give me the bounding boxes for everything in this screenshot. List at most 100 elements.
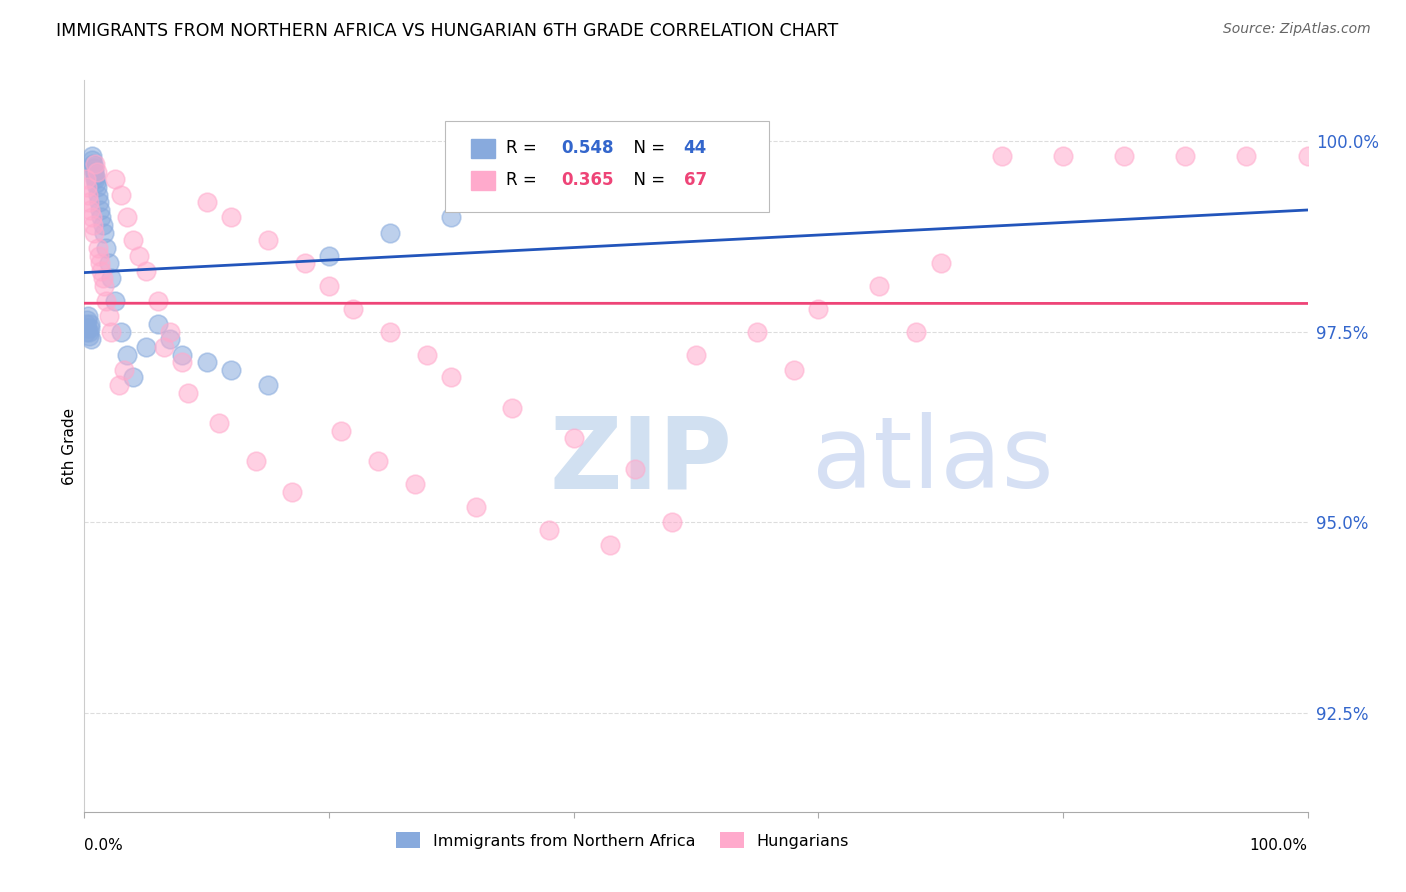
Point [79, 321, 101, 335]
Point [135, 340, 157, 354]
Text: 0.0%: 0.0% [84, 838, 124, 854]
Point [75, 317, 97, 331]
Point [219, 211, 242, 225]
Point [96, 241, 118, 255]
Point [75, 172, 97, 186]
Text: N =: N = [623, 139, 669, 157]
Point [294, 256, 316, 270]
Text: atlas: atlas [813, 412, 1054, 509]
Text: 67: 67 [683, 171, 707, 189]
Point [80, 149, 103, 163]
Text: R =: R = [506, 171, 543, 189]
Text: 100.0%: 100.0% [1250, 838, 1308, 854]
Point [929, 256, 952, 270]
Point [464, 500, 486, 514]
Point [76, 321, 98, 335]
FancyBboxPatch shape [446, 120, 769, 212]
Point [87, 187, 110, 202]
Point [440, 211, 463, 225]
Y-axis label: 6th Grade: 6th Grade [62, 408, 77, 484]
Point [77, 195, 100, 210]
Point [219, 363, 242, 377]
Point [115, 347, 138, 361]
Point [122, 233, 145, 247]
Point [93, 279, 115, 293]
Point [330, 424, 353, 438]
Point [905, 325, 928, 339]
Point [245, 454, 267, 468]
Point [91, 218, 114, 232]
Point [318, 248, 340, 262]
Point [76, 180, 98, 194]
Text: R =: R = [506, 139, 543, 157]
Point [159, 325, 181, 339]
Point [599, 538, 621, 552]
Text: ZIP: ZIP [550, 412, 733, 509]
Point [100, 325, 122, 339]
Point [93, 226, 115, 240]
Legend: Immigrants from Northern Africa, Hungarians: Immigrants from Northern Africa, Hungari… [389, 826, 855, 855]
Point [146, 317, 169, 331]
Point [1114, 149, 1136, 163]
Point [77, 310, 100, 324]
Point [77, 187, 100, 202]
Point [84, 172, 107, 186]
Point [538, 523, 561, 537]
Point [110, 187, 132, 202]
Point [97, 310, 120, 324]
Point [107, 378, 129, 392]
Point [257, 233, 280, 247]
Point [807, 301, 830, 316]
Point [1174, 149, 1197, 163]
Point [177, 385, 200, 400]
Point [76, 313, 98, 327]
Point [562, 431, 585, 445]
Text: 0.365: 0.365 [561, 171, 614, 189]
Point [86, 164, 108, 178]
FancyBboxPatch shape [471, 171, 495, 190]
Point [77, 325, 100, 339]
Point [380, 226, 402, 240]
Point [84, 157, 107, 171]
Point [91, 271, 114, 285]
Point [104, 294, 127, 309]
Point [90, 264, 112, 278]
Point [1052, 149, 1074, 163]
Point [869, 279, 891, 293]
Point [97, 256, 120, 270]
Point [440, 370, 463, 384]
Point [172, 347, 194, 361]
Point [84, 176, 107, 190]
Point [502, 195, 524, 210]
Point [89, 202, 111, 217]
Point [257, 378, 280, 392]
Point [281, 484, 304, 499]
Point [153, 340, 176, 354]
Point [112, 363, 135, 377]
Point [87, 248, 110, 262]
Point [342, 301, 364, 316]
Point [82, 157, 104, 171]
Point [208, 416, 231, 430]
Point [195, 195, 218, 210]
Point [502, 401, 524, 415]
Point [83, 161, 105, 175]
Point [82, 153, 104, 168]
Point [79, 202, 101, 217]
Text: 44: 44 [683, 139, 707, 157]
Text: Source: ZipAtlas.com: Source: ZipAtlas.com [1223, 22, 1371, 37]
Point [367, 454, 389, 468]
Point [96, 294, 118, 309]
Point [159, 332, 181, 346]
Point [416, 347, 439, 361]
Point [100, 271, 122, 285]
FancyBboxPatch shape [471, 139, 495, 158]
Point [104, 172, 127, 186]
Point [747, 325, 769, 339]
Point [83, 164, 105, 178]
Point [1296, 149, 1319, 163]
Text: N =: N = [623, 171, 669, 189]
Point [661, 515, 683, 529]
Point [77, 328, 100, 343]
Text: 0.548: 0.548 [561, 139, 614, 157]
